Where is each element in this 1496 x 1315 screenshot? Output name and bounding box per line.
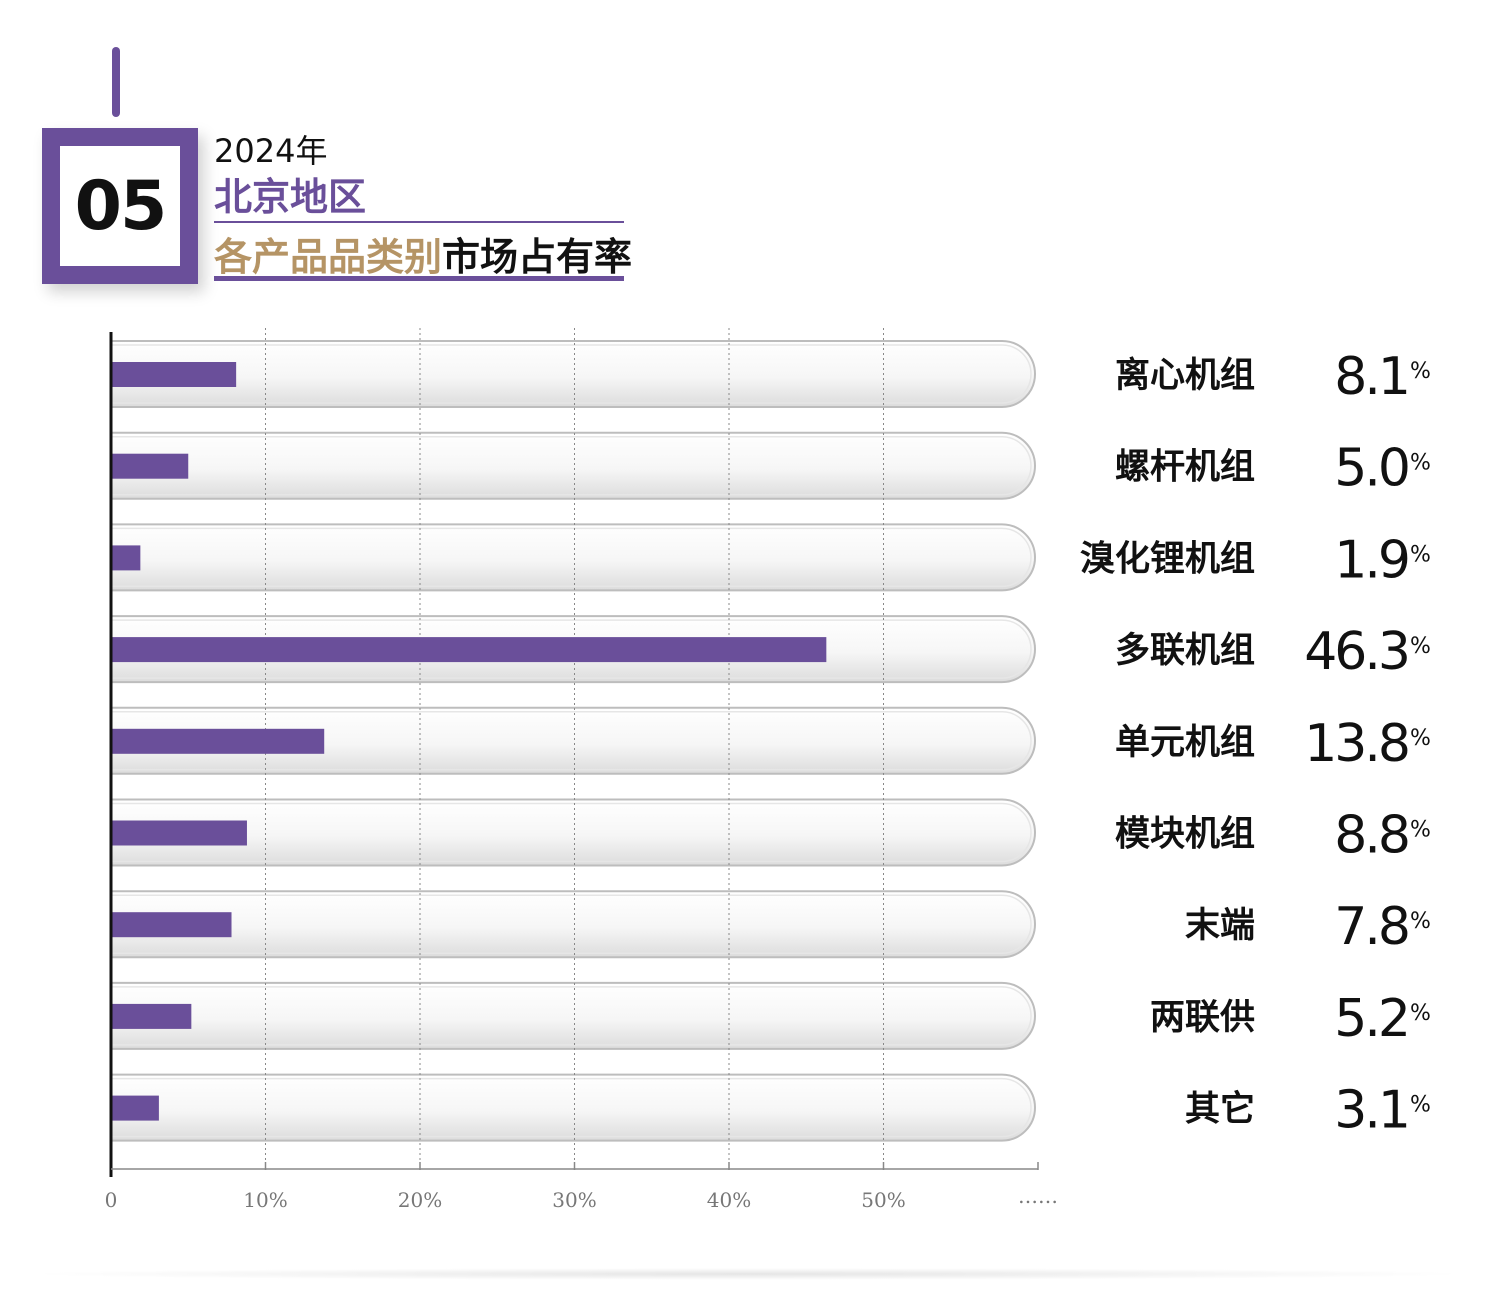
title-subtitle: 各产品品类别市场占有率 — [214, 226, 632, 281]
bar — [111, 912, 232, 938]
bar-track — [110, 798, 1036, 867]
section-number: 05 — [60, 146, 180, 266]
value-label: 5.2 — [1334, 989, 1408, 1049]
category-label: 两联供 — [1150, 997, 1255, 1038]
category-label: 离心机组 — [1115, 355, 1255, 396]
value-unit: % — [1410, 1001, 1431, 1026]
category-label: 模块机组 — [1115, 814, 1255, 855]
bar — [111, 637, 827, 663]
value-unit: % — [1410, 909, 1431, 934]
x-tick-label: 0 — [105, 1188, 118, 1212]
x-tick-label-ellipsis: …… — [1018, 1184, 1058, 1208]
section-number-box: 05 — [42, 128, 198, 284]
title-underline — [214, 276, 624, 281]
x-tick-label: 50% — [861, 1188, 905, 1212]
bar-track — [110, 890, 1036, 959]
bar — [111, 1095, 159, 1121]
title-year: 2024年 — [214, 132, 328, 170]
value-label: 5.0 — [1334, 439, 1408, 499]
accent-line — [112, 47, 120, 117]
bar-track — [110, 981, 1036, 1050]
bar — [111, 362, 237, 387]
bar — [111, 1003, 192, 1029]
bar — [111, 728, 325, 754]
value-unit: % — [1410, 359, 1431, 384]
title-region: 北京地区 — [214, 175, 367, 219]
bar-track-inner — [111, 344, 1032, 404]
value-unit: % — [1410, 451, 1431, 476]
bar-track-inner — [111, 802, 1032, 863]
value-label: 7.8 — [1334, 897, 1408, 957]
bar-track-inner — [111, 711, 1032, 771]
x-tick-label: 40% — [707, 1188, 751, 1212]
value-label: 8.1 — [1334, 347, 1408, 407]
value-unit: % — [1410, 634, 1431, 659]
bar — [111, 820, 247, 846]
value-unit: % — [1410, 726, 1431, 751]
value-label: 46.3 — [1304, 622, 1408, 682]
value-unit: % — [1410, 1093, 1431, 1118]
x-tick-label: 10% — [243, 1188, 287, 1212]
bar-track — [110, 431, 1036, 500]
bar-track-inner — [111, 894, 1032, 954]
subtitle-metric: 市场占有率 — [442, 235, 633, 279]
category-label: 末端 — [1185, 905, 1255, 946]
category-label: 溴化锂机组 — [1080, 538, 1255, 579]
bar-track-inner — [111, 527, 1032, 588]
value-label: 8.8 — [1334, 806, 1408, 866]
value-unit: % — [1410, 542, 1431, 567]
bar — [111, 545, 141, 571]
category-label: 螺杆机组 — [1115, 447, 1255, 488]
x-tick-label: 30% — [552, 1188, 596, 1212]
bar-track — [110, 1073, 1036, 1142]
floor-shadow — [20, 1268, 1476, 1280]
category-label: 多联机组 — [1115, 630, 1255, 671]
bar-track — [110, 340, 1036, 408]
bar-track-inner — [111, 986, 1032, 1046]
bar-track — [110, 706, 1036, 775]
x-tick-label: 20% — [398, 1188, 442, 1212]
value-label: 3.1 — [1334, 1081, 1408, 1141]
bar-track-inner — [111, 435, 1032, 496]
subtitle-category: 各产品品类别 — [214, 235, 443, 279]
bar-track-inner — [111, 619, 1032, 679]
value-label: 1.9 — [1334, 530, 1408, 590]
value-unit: % — [1410, 818, 1431, 843]
bar-track — [110, 523, 1036, 592]
value-label: 13.8 — [1304, 714, 1408, 774]
category-label: 单元机组 — [1115, 722, 1255, 763]
bar-track-inner — [111, 1077, 1032, 1138]
category-label: 其它 — [1185, 1089, 1255, 1130]
title-divider — [214, 221, 624, 223]
bar — [111, 453, 189, 479]
